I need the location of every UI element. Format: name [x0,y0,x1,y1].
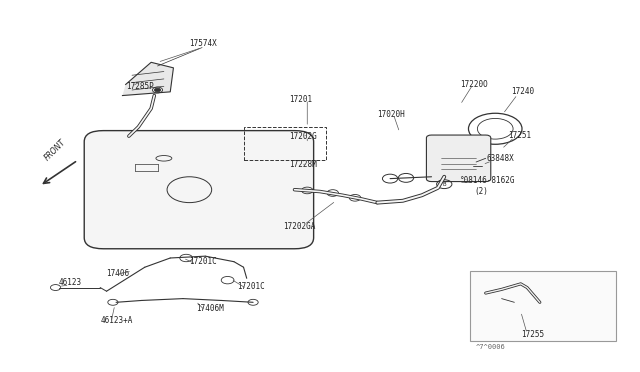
Text: 17228M: 17228M [289,160,317,169]
Text: 46123: 46123 [59,278,82,287]
Text: 46123+A: 46123+A [100,316,132,325]
Text: 17574X: 17574X [189,39,217,48]
Text: FRONT: FRONT [43,137,68,162]
Text: 63848X: 63848X [487,154,515,163]
Text: 17202G: 17202G [289,132,317,141]
Text: 17240: 17240 [511,87,534,96]
Text: 17201: 17201 [289,95,312,104]
Polygon shape [122,62,173,96]
FancyBboxPatch shape [426,135,491,182]
FancyBboxPatch shape [470,271,616,341]
Circle shape [154,88,161,92]
Text: 17251: 17251 [508,131,531,140]
Text: 17020H: 17020H [378,109,405,119]
Text: °08146-8162G: °08146-8162G [460,176,516,185]
Text: 17220O: 17220O [460,80,488,89]
Text: B: B [442,182,446,187]
Text: 17406: 17406 [106,269,130,278]
Text: 17406M: 17406M [196,304,223,313]
Text: ^7^0006: ^7^0006 [476,344,506,350]
Text: 17255: 17255 [521,330,544,339]
FancyBboxPatch shape [84,131,314,249]
Text: 17202GA: 17202GA [283,222,316,231]
Text: 17201C: 17201C [237,282,265,291]
Text: (2): (2) [474,187,488,196]
Text: 17285P: 17285P [125,82,154,91]
Text: 17201C: 17201C [189,257,217,266]
